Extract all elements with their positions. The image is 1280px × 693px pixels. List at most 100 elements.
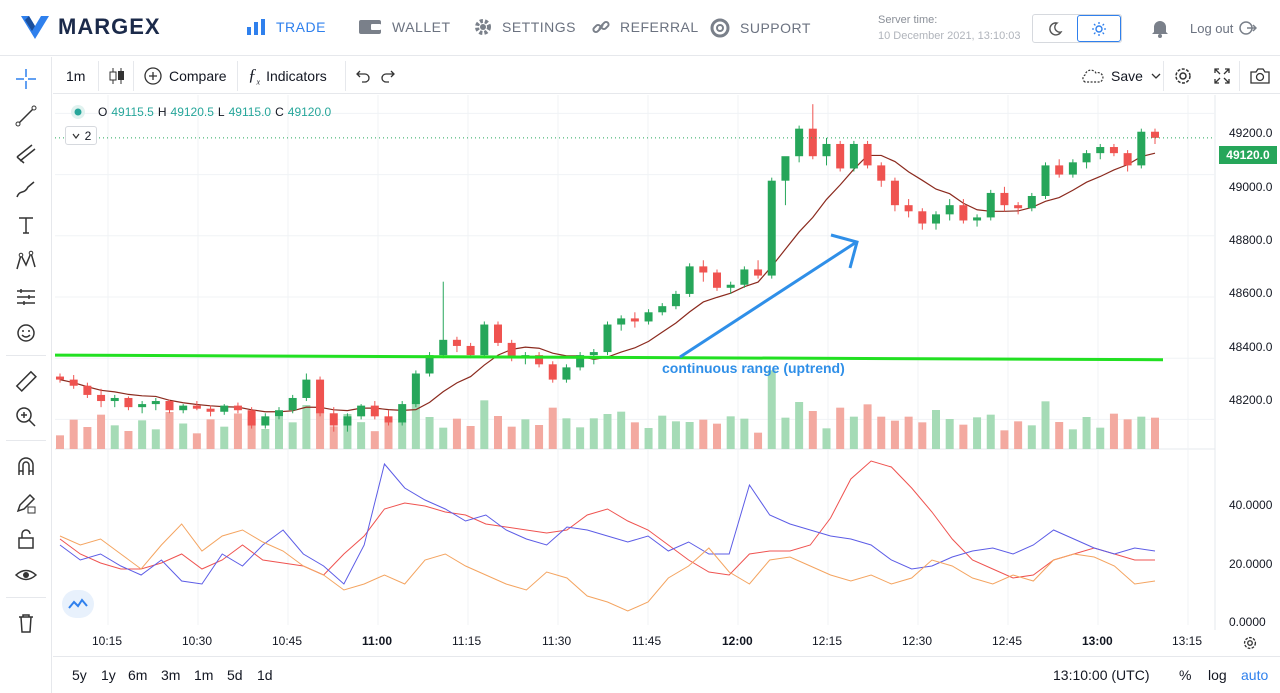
time-tick: 12:15 [812, 634, 843, 648]
moon-icon [1049, 21, 1063, 36]
notifications-button[interactable] [1150, 18, 1170, 43]
unlock-icon [18, 529, 34, 549]
range-1m[interactable]: 1m [194, 667, 214, 683]
undo-button[interactable] [353, 57, 371, 94]
volume-bar [165, 412, 174, 449]
chart-type-button[interactable] [108, 57, 126, 94]
candle-body [1027, 195, 1036, 209]
nav-support[interactable]: SUPPORT [710, 18, 811, 38]
volume-bar [302, 405, 311, 449]
pitchfork-icon [16, 144, 36, 164]
chart-settings-button[interactable] [1173, 57, 1193, 94]
lock-all-tool[interactable] [12, 525, 40, 553]
fullscreen-button[interactable] [1213, 57, 1231, 94]
candle-body [945, 205, 954, 215]
volume-bar [439, 427, 448, 449]
dark-theme-button[interactable] [1033, 15, 1077, 42]
text-tool[interactable] [12, 211, 40, 239]
save-button[interactable]: Save [1079, 57, 1163, 94]
screenshot-button[interactable] [1249, 57, 1271, 94]
volume-bar [603, 414, 612, 449]
remove-drawings-tool[interactable] [12, 609, 40, 637]
candle-body [740, 269, 749, 285]
nav-referral[interactable]: REFERRAL [592, 18, 699, 36]
candle-body [1123, 153, 1132, 166]
price-tick: 48400.0 [1229, 340, 1273, 354]
nav-trade[interactable]: TRADE [246, 18, 326, 36]
compare-button[interactable]: Compare [143, 57, 227, 94]
ruler-icon [15, 370, 37, 392]
legend-collapse-button[interactable]: 2 [65, 126, 97, 145]
measure-tool[interactable] [12, 283, 40, 311]
top-navigation: MARGEX TRADE WALLET SETTINGS REFERRAL SU… [0, 0, 1280, 56]
time-tick: 13:00 [1082, 634, 1113, 648]
volume-bar [836, 407, 845, 449]
lock-drawing-tool[interactable] [12, 489, 40, 517]
time-tick: 12:00 [722, 634, 753, 648]
candle-body [535, 355, 544, 365]
brush-tool[interactable] [12, 175, 40, 203]
fib-tool[interactable] [12, 139, 40, 167]
log-toggle[interactable]: log [1208, 667, 1227, 683]
candle-body [767, 180, 776, 276]
zoom-in-icon [16, 407, 36, 427]
candle-body [1082, 153, 1091, 163]
axis-settings-button[interactable] [1241, 634, 1259, 657]
time-tick: 11:00 [362, 634, 393, 648]
tool-divider [6, 355, 46, 356]
chart-watermark-button[interactable] [62, 590, 94, 618]
ruler-tool[interactable] [12, 367, 40, 395]
range-6m[interactable]: 6m [128, 667, 148, 683]
interval-button[interactable]: 1m [66, 57, 85, 94]
candle-body [302, 379, 311, 398]
indicator-line-0 [59, 460, 1155, 579]
emoji-tool[interactable] [12, 319, 40, 347]
logout-icon [1239, 21, 1258, 35]
candle-body [247, 410, 256, 426]
range-3m[interactable]: 3m [161, 667, 181, 683]
chart-annotation[interactable]: continuous range (uptrend) [662, 360, 845, 376]
candle-body [685, 266, 694, 294]
percent-toggle[interactable]: % [1179, 667, 1192, 683]
candle-body [151, 401, 160, 405]
nav-wallet[interactable]: WALLET [358, 18, 451, 36]
trend-line-tool[interactable] [12, 102, 40, 130]
nav-settings[interactable]: SETTINGS [474, 18, 576, 36]
lifebuoy-icon [710, 18, 730, 38]
crosshair-tool[interactable] [12, 65, 40, 93]
hide-drawings-tool[interactable] [12, 561, 40, 589]
auto-toggle[interactable]: auto [1241, 667, 1269, 683]
nav-trade-label: TRADE [276, 19, 326, 35]
theme-toggle[interactable] [1032, 14, 1122, 43]
text-icon [19, 217, 33, 234]
interval-label: 1m [66, 67, 86, 84]
toolbar-divider [345, 61, 346, 91]
candle-body [398, 404, 407, 423]
candle-body [220, 405, 229, 412]
utc-clock[interactable]: 13:10:00 (UTC) [1053, 667, 1150, 683]
magnet-tool[interactable] [12, 453, 40, 481]
candle-body [849, 143, 858, 169]
pattern-tool[interactable] [12, 247, 40, 275]
zoom-tool[interactable] [12, 403, 40, 431]
candle-body [603, 324, 612, 353]
indicators-button[interactable]: ƒx Indicators [248, 57, 327, 94]
range-5d[interactable]: 5d [227, 667, 243, 683]
volume-bar [398, 422, 407, 449]
redo-button[interactable] [380, 57, 398, 94]
light-theme-button[interactable] [1076, 15, 1121, 42]
indicator-tick: 0.0000 [1229, 615, 1266, 629]
trend-line-icon [15, 105, 37, 127]
candle-body [329, 413, 338, 426]
volume-bar [357, 422, 366, 449]
price-chart[interactable] [55, 95, 1280, 630]
smiley-icon [17, 324, 35, 342]
candle-body [699, 266, 708, 273]
logo[interactable]: MARGEX [20, 14, 161, 40]
range-1y[interactable]: 1y [101, 667, 116, 683]
cloud-icon [1082, 69, 1104, 83]
logout-button[interactable]: Log out [1190, 20, 1258, 36]
range-1d[interactable]: 1d [257, 667, 273, 683]
volume-bar [206, 419, 215, 449]
range-5y[interactable]: 5y [72, 667, 87, 683]
